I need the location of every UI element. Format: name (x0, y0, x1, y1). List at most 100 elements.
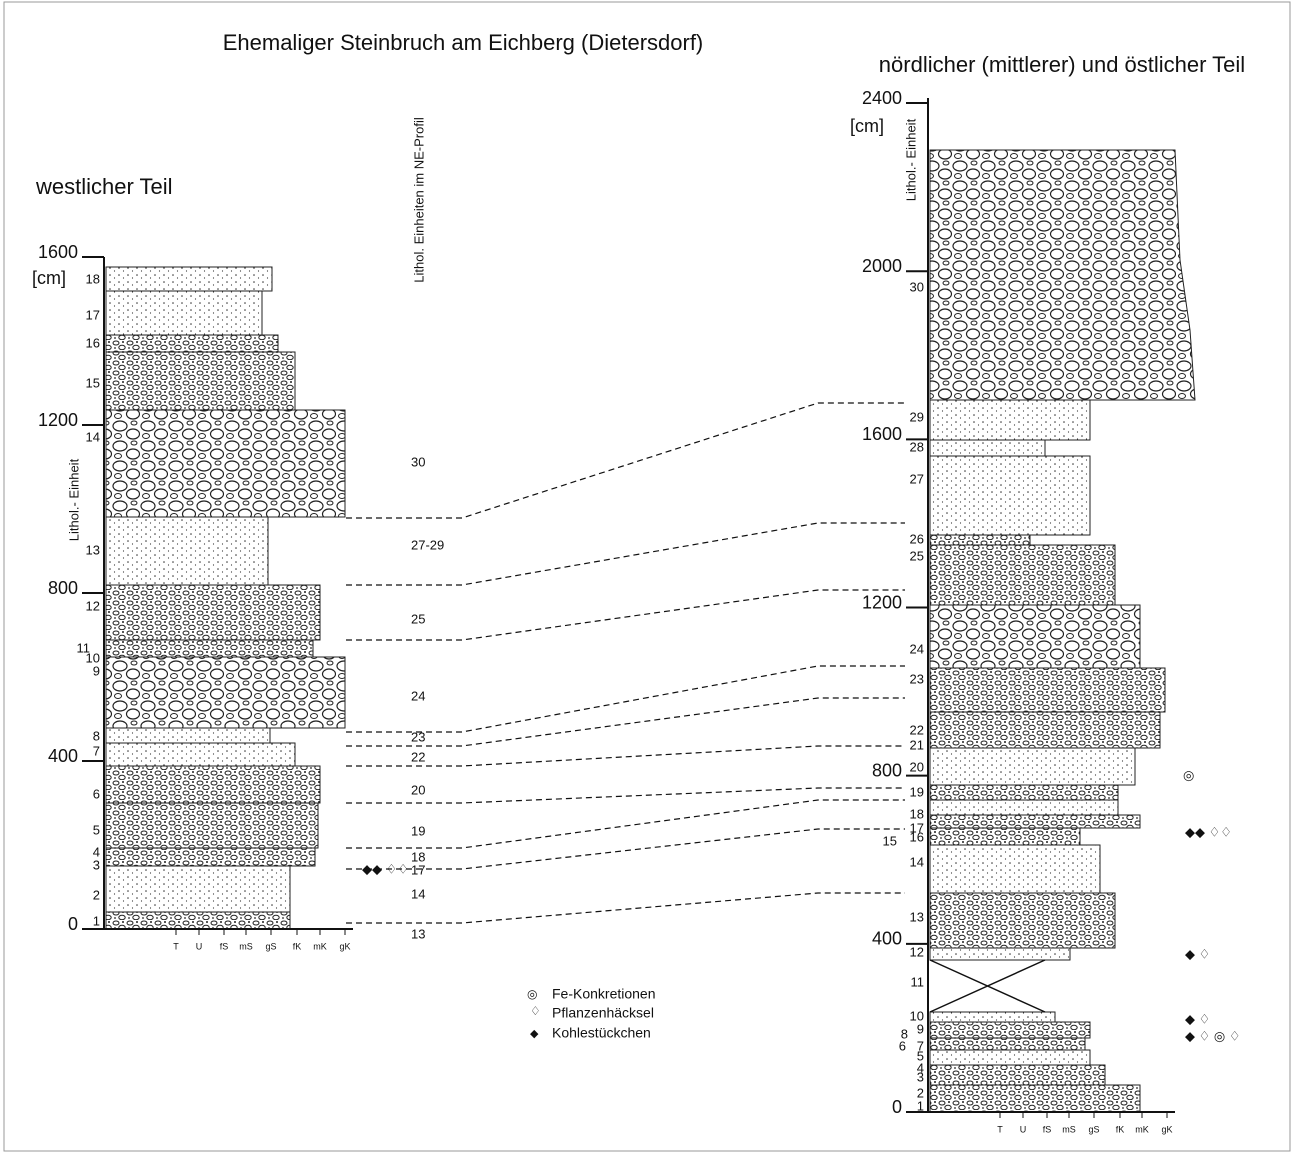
layer (930, 815, 1140, 828)
depth-tick-label: 800 (48, 578, 78, 598)
diagram: Ehemaliger Steinbruch am Eichberg (Diete… (0, 0, 1292, 1153)
grain-label: T (173, 941, 179, 951)
unit-label: 28 (910, 439, 924, 454)
layer (106, 352, 295, 410)
unit-label: 13 (86, 542, 100, 557)
layer (930, 800, 1118, 815)
layer (106, 766, 320, 803)
axis-title: Lithol.- Einheit (903, 118, 918, 201)
unit-label: 25 (910, 548, 924, 563)
depth-tick-label: 0 (68, 914, 78, 934)
layer (930, 748, 1135, 785)
correlation-line (346, 666, 905, 732)
grain-label: mK (313, 941, 327, 951)
correlation-label: 24 (411, 688, 425, 703)
layer (106, 848, 315, 866)
unit-label: 2 (93, 887, 100, 902)
svg-text:◎: ◎ (1183, 767, 1194, 782)
correlation-line (346, 788, 905, 803)
unit-label: 18 (910, 806, 924, 821)
unit-label: 7 (917, 1038, 924, 1053)
layer (930, 712, 1160, 748)
west-heading: westlicher Teil (35, 174, 173, 199)
layer (106, 335, 278, 352)
unit-label: 26 (910, 531, 924, 546)
correlation-label: 19 (411, 823, 425, 838)
grain-label: fS (220, 941, 229, 951)
grain-label: gK (339, 941, 350, 951)
grain-label: mS (1062, 1124, 1076, 1134)
unit-label: 14 (910, 854, 924, 869)
layer (106, 866, 290, 912)
unit-label: 27 (910, 471, 924, 486)
depth-tick-label: 2400 (862, 88, 902, 108)
layer (930, 1050, 1090, 1065)
unit-label: 1 (917, 1098, 924, 1113)
layer (930, 948, 1070, 960)
unit-label: 2 (917, 1085, 924, 1100)
grain-label: gS (1088, 1124, 1099, 1134)
unit-label: 15 (883, 833, 897, 848)
svg-text:◆ ♢ ◎ ♢: ◆ ♢ ◎ ♢ (1185, 1028, 1241, 1043)
depth-tick-label: 1600 (862, 424, 902, 444)
unit-label: 13 (910, 909, 924, 924)
layer (106, 410, 345, 517)
unit-label: 8 (901, 1026, 908, 1041)
correlation-label: 13 (411, 926, 425, 941)
depth-tick-label: 2000 (862, 256, 902, 276)
legend-label: Kohlestückchen (552, 1025, 651, 1041)
layer (106, 728, 270, 743)
grain-label: T (997, 1124, 1003, 1134)
unit-label: 30 (910, 279, 924, 294)
correlation-line (346, 746, 905, 766)
svg-text:♢: ♢ (530, 1004, 541, 1018)
layer (106, 517, 268, 585)
unit-label: 19 (910, 784, 924, 799)
correlation-label: 20 (411, 782, 425, 797)
correlation-line (346, 698, 905, 746)
correlation-heading: Lithol. Einheiten im NE-Profil (411, 117, 426, 283)
layer (930, 668, 1165, 712)
correlation-label: 27-29 (411, 537, 444, 552)
unit-label: 3 (93, 857, 100, 872)
unit-label: 6 (93, 786, 100, 801)
unit-label: 10 (910, 1008, 924, 1023)
layer (930, 150, 1195, 400)
correlation-line (346, 893, 905, 923)
unit-label: 9 (917, 1021, 924, 1036)
unit-label: 29 (910, 409, 924, 424)
title: Ehemaliger Steinbruch am Eichberg (Diete… (223, 30, 704, 55)
depth-tick-label: 1200 (38, 410, 78, 430)
correlation-label: 22 (411, 749, 425, 764)
unit-label: 17 (86, 307, 100, 322)
unit-label: 24 (910, 641, 924, 656)
correlation-label: 23 (411, 729, 425, 744)
grain-label: U (196, 941, 203, 951)
layer (106, 585, 320, 640)
layer (930, 1038, 1085, 1050)
layer (930, 440, 1045, 456)
unit-label: 8 (93, 728, 100, 743)
grain-label: fK (1116, 1124, 1125, 1134)
unit-label: 5 (93, 822, 100, 837)
correlation-line (346, 800, 905, 848)
depth-tick-label: 1600 (38, 242, 78, 262)
correlation-line (346, 403, 905, 518)
svg-text:◆: ◆ (530, 1028, 539, 1040)
unit-label: 12 (86, 598, 100, 613)
correlation-label: 30 (411, 454, 425, 469)
unit-label: 21 (910, 737, 924, 752)
east-heading: nördlicher (mittlerer) und östlicher Tei… (879, 52, 1245, 77)
svg-text:◆ ♢: ◆ ♢ (1185, 1011, 1210, 1026)
unit-label: 23 (910, 671, 924, 686)
unit-label: 7 (93, 743, 100, 758)
layer (106, 640, 313, 657)
svg-text:◆ ♢: ◆ ♢ (1185, 946, 1210, 961)
layer (106, 291, 262, 335)
svg-text:◆◆ ♢♢: ◆◆ ♢♢ (1185, 824, 1232, 839)
correlation-line (346, 590, 905, 640)
grain-label: mS (239, 941, 253, 951)
unit-label: 22 (910, 722, 924, 737)
layer (930, 400, 1090, 440)
grain-label: fK (293, 941, 302, 951)
